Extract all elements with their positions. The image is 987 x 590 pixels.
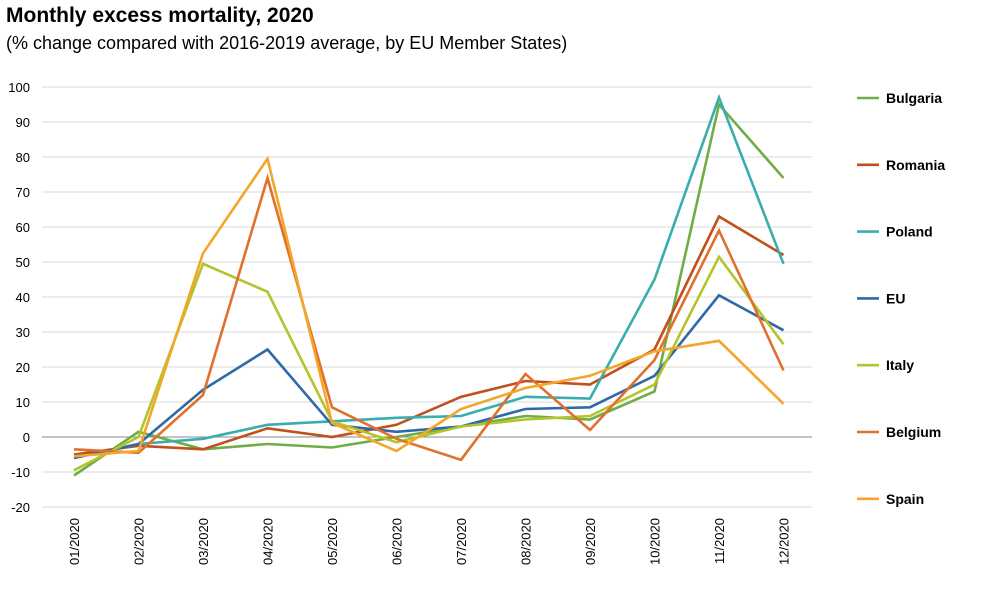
legend-label-poland: Poland [886,224,933,240]
series-line-spain [73,155,785,458]
x-tick-label: 02/2020 [132,518,147,565]
x-tick-label: 09/2020 [583,518,598,565]
y-tick-label: 70 [16,185,30,200]
legend-label-spain: Spain [886,491,924,507]
legend-label-italy: Italy [886,357,914,373]
x-tick-label: 07/2020 [454,518,469,565]
series-line-poland [73,93,785,460]
x-tick-label: 01/2020 [67,518,82,565]
y-tick-label: 60 [16,220,30,235]
y-tick-label: 20 [16,360,30,375]
series-line-italy [73,254,785,472]
x-tick-label: 03/2020 [196,518,211,565]
chart-title: Monthly excess mortality, 2020 [6,4,314,27]
legend-label-romania: Romania [886,157,945,173]
chart-subtitle: (% change compared with 2016-2019 averag… [6,33,568,53]
x-tick-label: 04/2020 [261,518,276,565]
y-tick-label: -20 [11,500,30,515]
x-tick-label: 12/2020 [777,518,792,565]
legend-label-belgium: Belgium [886,424,941,440]
x-tick-label: 05/2020 [325,518,340,565]
y-tick-label: 90 [16,115,30,130]
series-line-bulgaria [73,101,785,477]
y-tick-label: 100 [8,80,30,95]
x-tick-label: 11/2020 [712,518,727,564]
y-tick-label: 40 [16,290,30,305]
x-tick-label: 08/2020 [519,518,534,565]
y-tick-label: 10 [16,395,30,410]
x-tick-label: 10/2020 [648,518,663,565]
y-tick-label: 0 [23,430,30,445]
legend-label-eu: EU [886,290,905,306]
legend-label-bulgaria: Bulgaria [886,90,942,106]
y-tick-label: 80 [16,150,30,165]
y-tick-label: 50 [16,255,30,270]
series-line-belgium [73,173,785,462]
y-tick-label: -10 [11,465,30,480]
x-tick-label: 06/2020 [390,518,405,565]
y-tick-label: 30 [16,325,30,340]
series-line-romania [73,214,785,456]
